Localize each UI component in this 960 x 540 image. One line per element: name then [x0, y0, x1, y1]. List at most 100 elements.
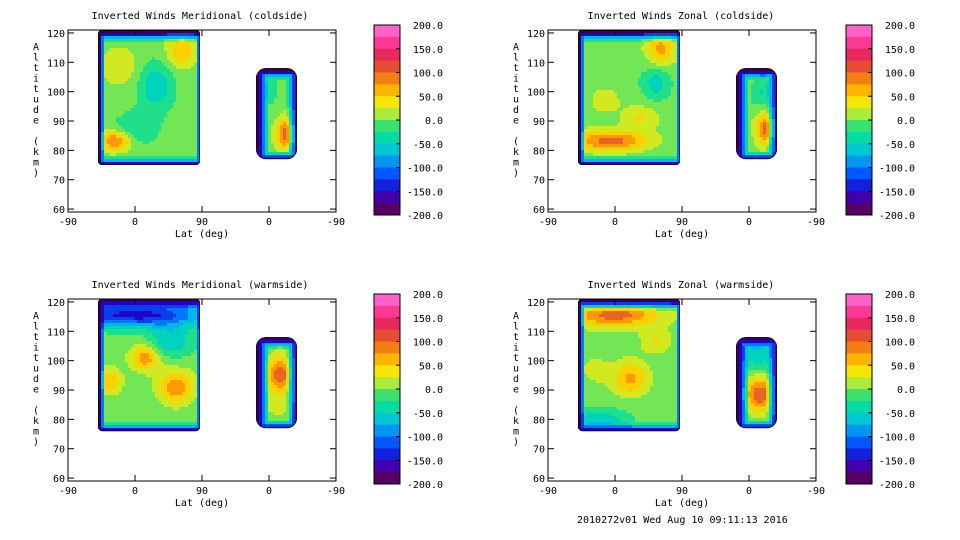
y-tick-label: 80	[53, 146, 65, 157]
colorbar-band	[846, 353, 872, 366]
colorbar-tick-label: -50.0	[413, 409, 443, 420]
colorbar-tick-label: 100.0	[413, 338, 443, 349]
colorbar-band	[374, 143, 400, 157]
chart-title: Inverted Winds Zonal (warmside)	[588, 280, 775, 291]
colorbar-tick-label: 50.0	[891, 92, 915, 103]
panel-1: Inverted Winds Meridional (coldside) 60 70…	[33, 11, 443, 240]
colorbar-tick-label: 200.0	[413, 290, 443, 301]
colorbar-band	[374, 155, 400, 168]
colorbar-tick-label: -50.0	[413, 140, 443, 151]
colorbar-tick-label: 0.0	[425, 385, 443, 396]
colorbar-band	[846, 412, 872, 426]
x-axis-label: Lat (deg)	[175, 229, 229, 240]
colorbar-band	[374, 25, 400, 38]
x-tick-label: 0	[746, 217, 752, 228]
colorbar-band	[374, 317, 400, 331]
x-axis-label: Lat (deg)	[655, 498, 709, 509]
data-region-descending	[256, 337, 297, 429]
x-tick-label: 90	[196, 217, 208, 228]
x-tick-label: -90	[327, 217, 345, 228]
colorbar-band	[846, 341, 872, 354]
chart-title: Inverted Winds Zonal (coldside)	[588, 11, 775, 22]
colorbar-band	[846, 60, 872, 73]
colorbar-band	[846, 191, 872, 204]
colorbar-band	[846, 179, 872, 192]
x-tick-label: -90	[807, 217, 825, 228]
panel-3: Inverted Winds Meridional (warmside) 60 70…	[33, 280, 443, 509]
colorbar-tick-label: 150.0	[885, 314, 915, 325]
colorbar-band	[374, 36, 400, 50]
colorbar-tick-label: 150.0	[885, 45, 915, 56]
y-tick-label: 110	[47, 58, 65, 69]
colorbar-tick-label: 0.0	[897, 116, 915, 127]
y-tick-label: 70	[533, 176, 545, 187]
colorbar-tick-label: -200.0	[407, 480, 443, 491]
colorbar-band	[846, 460, 872, 473]
colorbar-band	[374, 472, 400, 485]
colorbar-band	[846, 365, 872, 378]
y-tick-label: 90	[533, 386, 545, 397]
y-tick-label: 80	[53, 415, 65, 426]
x-tick-label: -90	[539, 217, 557, 228]
data-region-ascending	[578, 299, 680, 432]
colorbar-band	[846, 108, 872, 121]
y-tick-label: 70	[533, 445, 545, 456]
colorbar-band	[374, 436, 400, 449]
x-axis-label: Lat (deg)	[655, 229, 709, 240]
colorbar-band	[374, 60, 400, 73]
colorbar-tick-label: 100.0	[885, 338, 915, 349]
data-region-ascending	[578, 30, 680, 166]
x-tick-label: 0	[132, 217, 138, 228]
x-tick-label: 90	[196, 486, 208, 497]
colorbar-band	[846, 294, 872, 307]
colorbar-band	[846, 472, 872, 485]
colorbar-band	[846, 305, 872, 319]
y-tick-label: 120	[527, 298, 545, 309]
x-tick-label: 0	[132, 486, 138, 497]
colorbar-band	[846, 84, 872, 97]
colorbar-band	[374, 389, 400, 402]
colorbar-tick-label: -100.0	[407, 164, 443, 175]
colorbar: 200.0 150.0 100.0 50.0 0.0 -50.0 -100.0 -150.0 -…	[845, 290, 915, 491]
colorbar-tick-label: 150.0	[413, 314, 443, 325]
panel-2: Inverted Winds Zonal (coldside) 60 70 80 90 1…	[513, 11, 915, 240]
colorbar-band	[846, 155, 872, 168]
colorbar-band	[374, 341, 400, 354]
y-tick-label: 60	[533, 205, 545, 216]
x-tick-label: 0	[612, 217, 618, 228]
x-tick-label: -90	[327, 486, 345, 497]
x-tick-label: 90	[676, 486, 688, 497]
colorbar-band	[374, 72, 400, 85]
colorbar-tick-label: -50.0	[885, 140, 915, 151]
colorbar-band	[846, 25, 872, 38]
colorbar-tick-label: -150.0	[879, 456, 915, 467]
colorbar-band	[374, 84, 400, 97]
colorbar-band	[374, 353, 400, 366]
colorbar-band	[374, 120, 400, 133]
x-tick-label: 0	[612, 486, 618, 497]
y-tick-label: 90	[533, 117, 545, 128]
y-tick-label: 90	[53, 117, 65, 128]
data-region-ascending	[98, 30, 200, 166]
y-tick-label: 100	[527, 357, 545, 368]
colorbar-tick-label: -100.0	[407, 433, 443, 444]
x-tick-label: -90	[807, 486, 825, 497]
colorbar-tick-label: 50.0	[419, 92, 443, 103]
colorbar-band	[846, 448, 872, 461]
colorbar-band	[374, 412, 400, 426]
x-tick-label: 0	[746, 486, 752, 497]
data-region-ascending	[98, 299, 200, 432]
colorbar-band	[374, 48, 400, 62]
colorbar-tick-label: 200.0	[413, 21, 443, 32]
colorbar-band	[374, 377, 400, 390]
colorbar-tick-label: 0.0	[425, 116, 443, 127]
y-tick-label: 100	[47, 88, 65, 99]
colorbar: 200.0 150.0 100.0 50.0 0.0 -50.0 -100.0 -150.0 -…	[845, 21, 915, 222]
y-tick-label: 90	[53, 386, 65, 397]
colorbar-tick-label: -50.0	[885, 409, 915, 420]
colorbar-tick-label: 50.0	[419, 361, 443, 372]
